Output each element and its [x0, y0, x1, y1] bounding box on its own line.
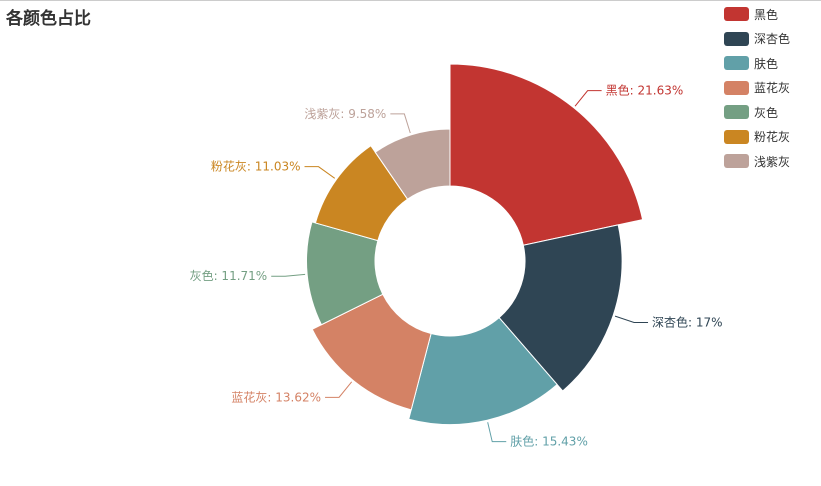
- slice-label-5: 粉花灰: 11.03%: [211, 159, 301, 174]
- slice-label-3: 蓝花灰: 13.62%: [231, 389, 321, 404]
- legend-label: 蓝花灰: [754, 81, 791, 95]
- pie-slice-5[interactable]: [314, 145, 409, 242]
- legend-item-3[interactable]: 蓝花灰: [724, 78, 790, 98]
- label-leader-5: [304, 166, 336, 179]
- slice-label-2: 肤色: 15.43%: [510, 434, 588, 449]
- label-leader-0: [574, 90, 602, 107]
- slice-label-1: 深杏色: 17%: [652, 315, 723, 329]
- chart-title: 各颜色占比: [6, 9, 91, 29]
- legend-swatch: [724, 7, 749, 21]
- legend-label: 浅紫灰: [754, 154, 791, 169]
- pie-slice-1[interactable]: [498, 224, 623, 392]
- pie-slice-2[interactable]: [408, 316, 558, 426]
- legend-item-0[interactable]: 黑色: [724, 4, 790, 24]
- legend-label: 黑色: [754, 7, 779, 22]
- legend-swatch: [724, 105, 749, 119]
- legend: 黑色深杏色肤色蓝花灰灰色粉花灰浅紫灰: [724, 4, 790, 176]
- legend-item-2[interactable]: 肤色: [724, 53, 790, 73]
- label-leader-6: [390, 113, 411, 134]
- legend-item-6[interactable]: 浅紫灰: [724, 151, 790, 171]
- legend-label: 肤色: [754, 56, 779, 71]
- legend-swatch: [724, 31, 749, 46]
- slice-label-0: 黑色: 21.63%: [606, 84, 684, 98]
- legend-label: 粉花灰: [754, 130, 791, 144]
- legend-swatch: [724, 56, 749, 70]
- label-leader-4: [271, 273, 306, 277]
- pie-slice-4[interactable]: [306, 221, 384, 326]
- label-leader-1: [614, 315, 649, 323]
- top-border: [0, 0, 821, 1]
- pie-slice-6[interactable]: [374, 128, 451, 200]
- legend-label: 深杏色: [754, 32, 791, 46]
- legend-item-5[interactable]: 粉花灰: [724, 127, 790, 147]
- legend-swatch: [724, 129, 749, 144]
- legend-swatch: [724, 154, 749, 168]
- legend-swatch: [724, 80, 749, 95]
- legend-item-1[interactable]: 深杏色: [724, 29, 790, 49]
- slice-label-6: 浅紫灰: 9.58%: [304, 107, 386, 121]
- legend-item-4[interactable]: 灰色: [724, 102, 790, 122]
- legend-label: 灰色: [754, 105, 779, 120]
- pie-slice-3[interactable]: [311, 293, 432, 411]
- label-leader-2: [487, 422, 507, 443]
- pie-slice-0[interactable]: [449, 63, 644, 246]
- slice-label-4: 灰色: 11.71%: [190, 269, 268, 283]
- label-leader-3: [325, 381, 353, 398]
